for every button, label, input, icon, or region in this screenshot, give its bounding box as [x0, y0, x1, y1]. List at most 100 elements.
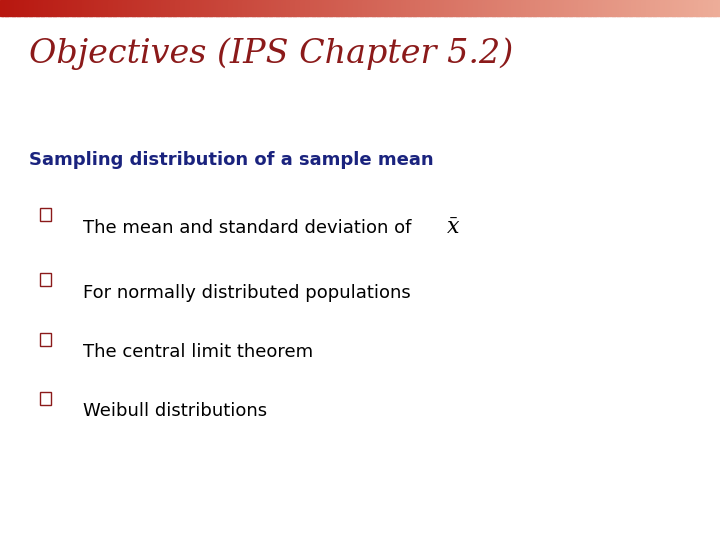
Bar [607, 0, 611, 16]
Bar [418, 0, 420, 16]
Bar [410, 0, 413, 16]
Bar [715, 0, 719, 16]
Bar [146, 0, 150, 16]
Bar [281, 0, 284, 16]
Bar [578, 0, 582, 16]
Text: Weibull distributions: Weibull distributions [83, 402, 267, 420]
Bar [336, 0, 339, 16]
Bar [142, 0, 145, 16]
Bar [559, 0, 562, 16]
Bar [708, 0, 711, 16]
Bar [684, 0, 687, 16]
Bar [137, 0, 140, 16]
Bar [156, 0, 159, 16]
Bar [302, 0, 305, 16]
Bar [542, 0, 546, 16]
Bar [5, 0, 8, 16]
Bar [389, 0, 392, 16]
Bar [621, 0, 625, 16]
Bar [353, 0, 356, 16]
Bar [636, 0, 639, 16]
Bar [567, 0, 570, 16]
Bar [355, 0, 359, 16]
Bar [643, 0, 647, 16]
Bar [300, 0, 303, 16]
Bar [545, 0, 548, 16]
Bar [79, 0, 82, 16]
Bar [648, 0, 651, 16]
Bar [117, 0, 121, 16]
Bar [662, 0, 665, 16]
Bar [682, 0, 685, 16]
Bar [151, 0, 154, 16]
Bar [585, 0, 589, 16]
Bar [511, 0, 514, 16]
Bar [605, 0, 608, 16]
Bar [86, 0, 89, 16]
Bar [405, 0, 409, 16]
Bar [41, 0, 44, 16]
Bar [70, 0, 73, 16]
Bar [629, 0, 632, 16]
Bar [74, 0, 78, 16]
Text: For normally distributed populations: For normally distributed populations [83, 284, 410, 301]
Bar [163, 0, 166, 16]
Bar [192, 0, 195, 16]
Bar [293, 0, 296, 16]
Bar [564, 0, 567, 16]
Bar [238, 0, 240, 16]
Bar [394, 0, 397, 16]
Bar [374, 0, 377, 16]
Bar [185, 0, 188, 16]
Bar [274, 0, 276, 16]
Bar [214, 0, 217, 16]
Bar [48, 0, 51, 16]
Bar [63, 0, 66, 16]
Bar [19, 0, 22, 16]
Bar [497, 0, 500, 16]
Bar [689, 0, 692, 16]
Bar [40, 208, 51, 221]
Bar [351, 0, 354, 16]
Bar [439, 0, 442, 16]
Bar [583, 0, 586, 16]
Bar [230, 0, 233, 16]
Bar [223, 0, 226, 16]
Bar [326, 0, 330, 16]
Bar [333, 0, 337, 16]
Bar [178, 0, 181, 16]
Bar [526, 0, 528, 16]
Bar [401, 0, 404, 16]
Bar [667, 0, 670, 16]
Bar [31, 0, 35, 16]
Bar [218, 0, 222, 16]
Bar [415, 0, 418, 16]
Bar [286, 0, 289, 16]
Bar [653, 0, 656, 16]
Bar [153, 0, 157, 16]
Bar [403, 0, 406, 16]
Bar [593, 0, 596, 16]
Bar [175, 0, 179, 16]
Bar [408, 0, 411, 16]
Bar [269, 0, 272, 16]
Bar [115, 0, 118, 16]
Bar [506, 0, 510, 16]
Bar [360, 0, 363, 16]
Bar [36, 0, 39, 16]
Bar [617, 0, 620, 16]
Bar [2, 0, 6, 16]
Bar [84, 0, 87, 16]
Bar [698, 0, 701, 16]
Bar [576, 0, 579, 16]
Bar [173, 0, 176, 16]
Bar [53, 0, 56, 16]
Bar [216, 0, 219, 16]
Bar [27, 0, 30, 16]
Bar [158, 0, 161, 16]
Bar [149, 0, 152, 16]
Bar [590, 0, 593, 16]
Bar [305, 0, 308, 16]
Bar [437, 0, 440, 16]
Bar [315, 0, 318, 16]
